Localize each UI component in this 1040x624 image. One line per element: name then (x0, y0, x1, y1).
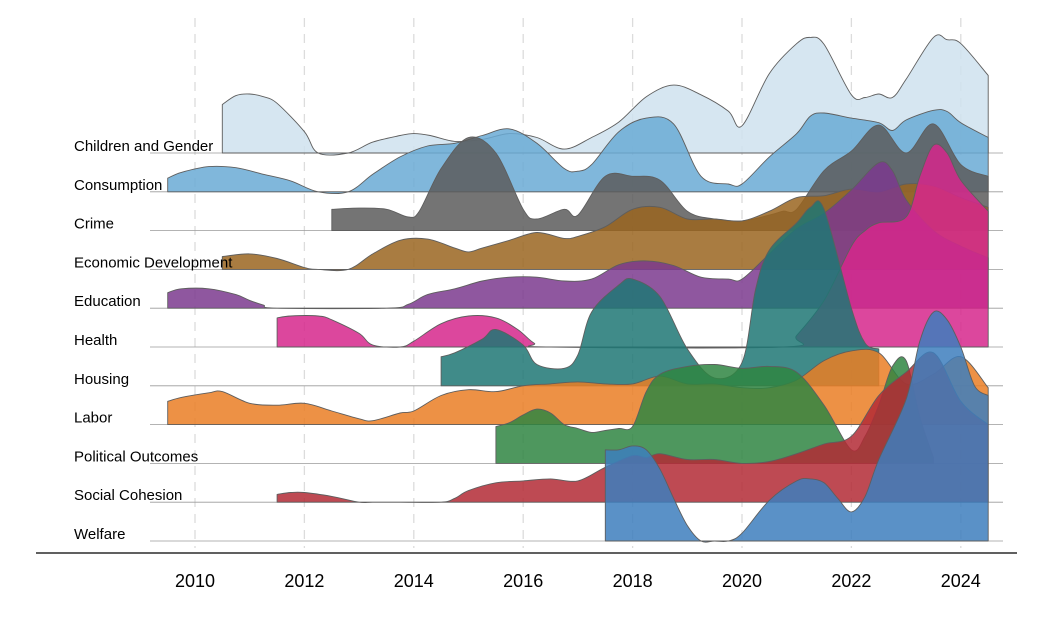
ridge-housing (440, 200, 880, 387)
ridge-consumption (167, 109, 989, 195)
ridge-welfare (604, 310, 989, 543)
ridge-children-and-gender (221, 34, 989, 156)
x-tick-label: 2010 (175, 571, 215, 591)
x-tick-label: 2016 (503, 571, 543, 591)
series-label-housing: Housing (74, 371, 129, 388)
series-label-education: Education (74, 293, 141, 310)
series-label-health: Health (74, 332, 117, 349)
x-axis: 2010 2012 2014 2016 2018 2020 2022 2024 (36, 552, 1017, 591)
x-tick-label: 2014 (394, 571, 434, 591)
x-tick-label: 2018 (613, 571, 653, 591)
x-tick-label: 2012 (284, 571, 324, 591)
series-label-social-cohesion: Social Cohesion (74, 487, 182, 504)
x-tick-label: 2022 (831, 571, 871, 591)
series-label-consumption: Consumption (74, 177, 162, 194)
series-labels: Children and Gender Consumption Crime Econo… (74, 138, 233, 543)
series-label-crime: Crime (74, 216, 114, 233)
series-label-economic-development: Economic Development (74, 254, 233, 271)
x-tick-label: 2024 (941, 571, 981, 591)
series-label-political-outcomes: Political Outcomes (74, 448, 198, 465)
series-label-labor: Labor (74, 410, 112, 427)
x-tick-label: 2020 (722, 571, 762, 591)
series-label-welfare: Welfare (74, 526, 125, 543)
ridge-health (276, 143, 989, 349)
ridges (150, 34, 1003, 543)
series-label-children-and-gender: Children and Gender (74, 138, 213, 155)
